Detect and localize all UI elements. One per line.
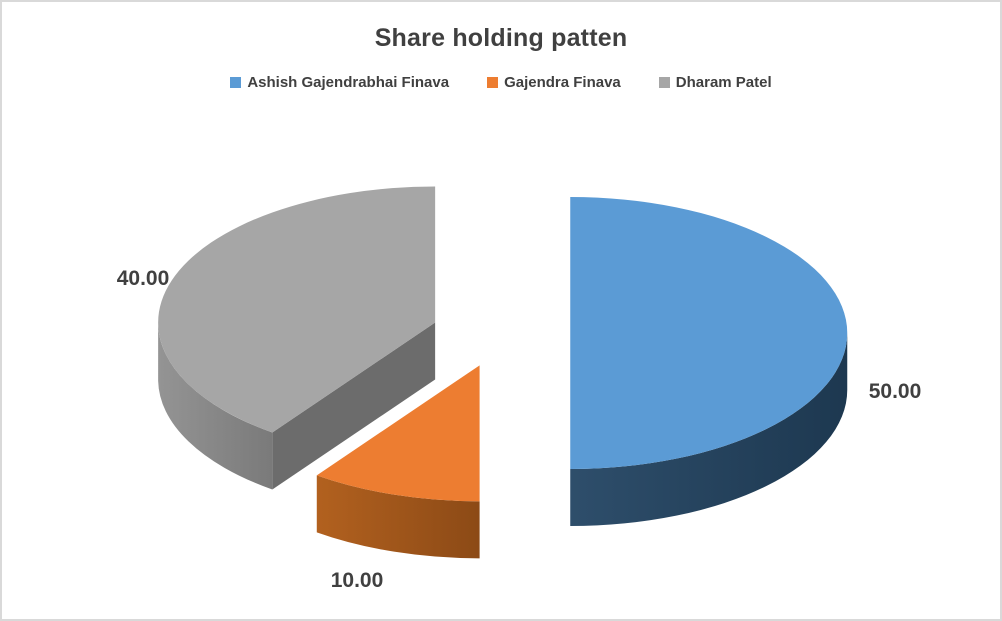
legend-label: Dharam Patel	[675, 74, 772, 91]
slice-rim	[570, 333, 848, 526]
slice-top	[316, 365, 480, 502]
legend-swatch	[230, 77, 242, 88]
legend-swatch	[487, 77, 499, 88]
slice-cut-face	[272, 322, 436, 490]
data-label-blue: 50.00	[868, 380, 922, 403]
pie-slice-2[interactable]	[316, 365, 480, 559]
slice-rim	[316, 475, 480, 559]
data-label-orange: 10.00	[330, 569, 384, 592]
slice-top	[570, 197, 848, 469]
legend-item-gajendra[interactable]: Gajendra Finava	[487, 74, 621, 91]
pie-slice-3[interactable]	[158, 186, 436, 490]
legend-label: Ashish Gajendrabhai Finava	[247, 74, 450, 91]
slice-rim	[158, 322, 273, 490]
chart-title: Share holding patten	[374, 24, 628, 52]
pie-slice-1[interactable]	[570, 197, 848, 526]
legend-item-ashish[interactable]: Ashish Gajendrabhai Finava	[230, 74, 449, 91]
data-label-gray: 40.00	[116, 267, 170, 290]
legend-label: Gajendra Finava	[504, 74, 621, 91]
legend: Ashish Gajendrabhai Finava Gajendra Fina…	[2, 74, 1000, 91]
legend-swatch	[658, 77, 670, 88]
legend-item-dharam[interactable]: Dharam Patel	[658, 74, 772, 91]
slice-top	[158, 186, 436, 433]
